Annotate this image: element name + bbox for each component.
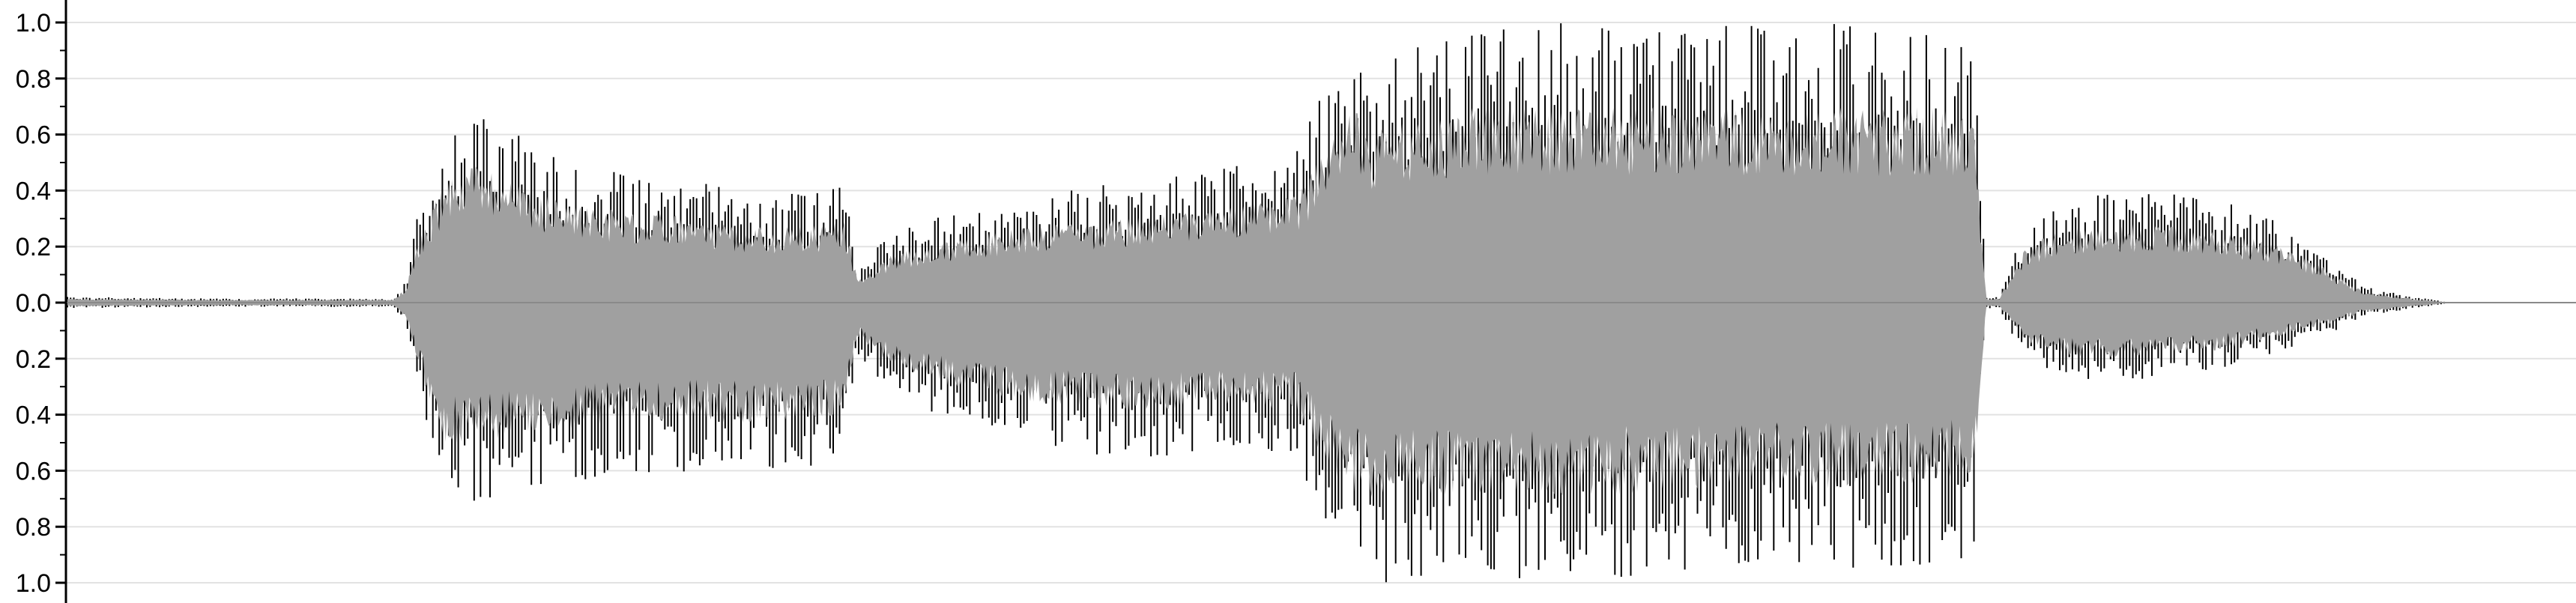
y-tick-label: 0.8 [16,65,51,94]
y-tick-label: 0.8 [16,513,51,542]
y-tick-label: 0.0 [16,289,51,318]
y-tick-label: 0.4 [16,177,51,205]
y-tick-label: 0.6 [16,457,51,485]
y-tick-label: 1.0 [16,9,51,37]
y-tick-label: 0.2 [16,233,51,261]
y-tick-label: 0.6 [16,121,51,150]
y-tick-label: 0.4 [16,402,51,430]
y-tick-label: 1.0 [16,569,51,598]
y-axis-ticks: 1.0 0.8 0.6 0.4 0.2 0.0 0.2 0.4 0.6 0.8 1.0 [16,9,66,598]
y-tick-label: 0.2 [16,345,51,374]
